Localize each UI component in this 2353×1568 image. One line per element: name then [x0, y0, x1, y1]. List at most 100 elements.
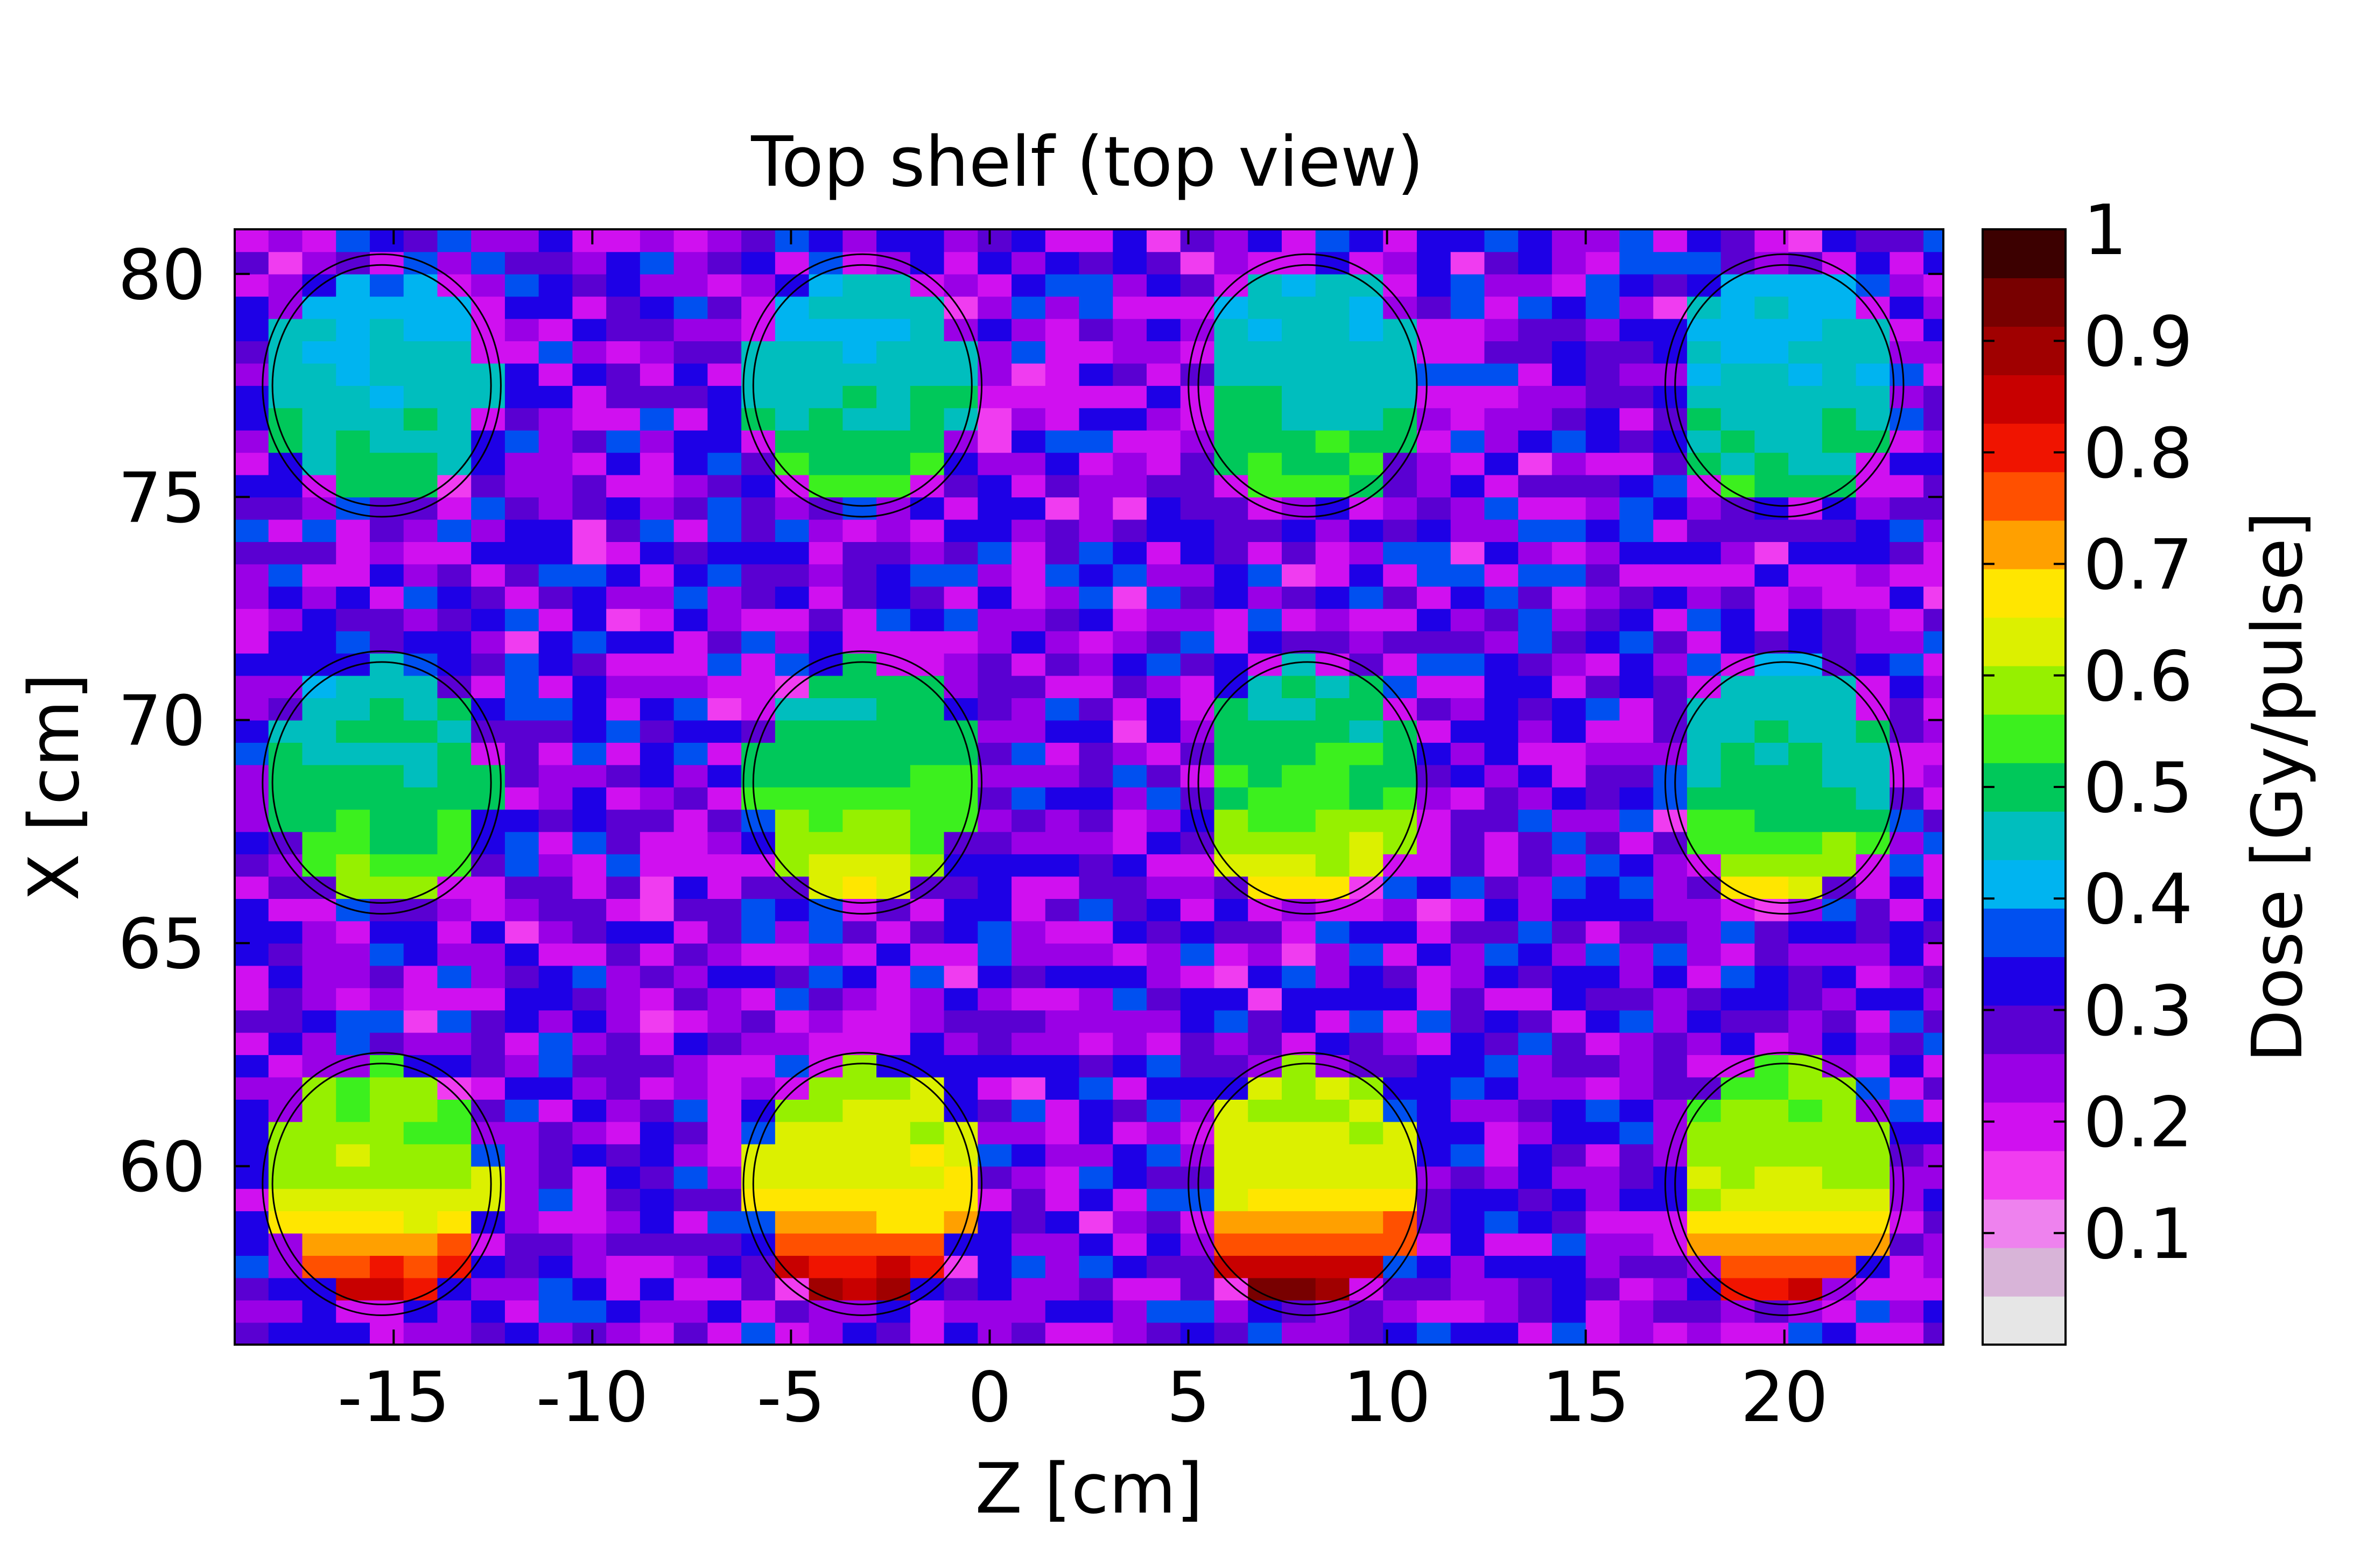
heatmap-cell — [1012, 965, 1046, 988]
heatmap-cell — [1383, 630, 1417, 654]
heatmap-cell — [775, 1032, 810, 1056]
heatmap-cell — [471, 452, 505, 475]
heatmap-cell — [775, 1121, 810, 1144]
heatmap-cell — [1214, 608, 1249, 631]
heatmap-cell — [1653, 1054, 1688, 1078]
heatmap-cell — [1890, 1077, 1924, 1100]
heatmap-cell — [944, 1300, 979, 1323]
heatmap-cell — [842, 1121, 877, 1144]
heatmap-cell — [1687, 1077, 1722, 1100]
heatmap-cell — [1923, 787, 1944, 810]
heatmap-cell — [1383, 809, 1417, 832]
heatmap-cell — [707, 586, 742, 609]
heatmap-cell — [707, 854, 742, 877]
heatmap-cell — [1484, 318, 1519, 341]
heatmap-cell — [707, 1300, 742, 1323]
heatmap-cell — [572, 698, 607, 721]
heatmap-cell — [1484, 920, 1519, 944]
heatmap-cell — [1822, 1322, 1857, 1345]
heatmap-cell — [1248, 1032, 1282, 1056]
heatmap-cell — [1349, 542, 1384, 565]
heatmap-cell — [1012, 341, 1046, 364]
heatmap-cell — [1079, 1277, 1114, 1300]
heatmap-cell — [1079, 497, 1114, 520]
heatmap-cell — [235, 1010, 269, 1033]
heatmap-cell — [1450, 831, 1485, 855]
heatmap-cell — [1045, 876, 1080, 899]
heatmap-cell — [1856, 1099, 1891, 1122]
heatmap-cell — [336, 1322, 370, 1345]
heatmap-cell — [1484, 698, 1519, 721]
heatmap-cell — [369, 1255, 404, 1278]
heatmap-cell — [876, 1144, 911, 1167]
heatmap-cell — [336, 385, 370, 409]
heatmap-cell — [640, 251, 675, 275]
heatmap-cell — [1923, 1166, 1944, 1189]
heatmap-cell — [775, 809, 810, 832]
heatmap-cell — [1248, 787, 1282, 810]
heatmap-cell — [538, 519, 573, 542]
heatmap-cell — [403, 273, 438, 297]
heatmap-cell — [572, 407, 607, 431]
heatmap-cell — [606, 1166, 641, 1189]
colorbar-tick-label: 0.7 — [2083, 525, 2193, 606]
heatmap-cell — [471, 943, 505, 966]
heatmap-cell — [1754, 608, 1789, 631]
heatmap-cell — [1248, 764, 1282, 787]
heatmap-cell — [1012, 1099, 1046, 1122]
heatmap-cell — [369, 787, 404, 810]
heatmap-cell — [1349, 1255, 1384, 1278]
heatmap-cell — [1890, 474, 1924, 498]
heatmap-cell — [775, 965, 810, 988]
heatmap-cell — [707, 1188, 742, 1212]
heatmap-cell — [437, 363, 472, 386]
heatmap-cell — [1518, 497, 1553, 520]
heatmap-cell — [504, 920, 539, 944]
heatmap-cell — [1619, 1322, 1654, 1345]
heatmap-cell — [1214, 854, 1249, 877]
heatmap-cell — [1720, 1277, 1755, 1300]
heatmap-cell — [1214, 987, 1249, 1011]
heatmap-cell — [1890, 809, 1924, 832]
heatmap-cell — [640, 385, 675, 409]
heatmap-cell — [944, 787, 979, 810]
heatmap-cell — [235, 1077, 269, 1100]
heatmap-cell — [1788, 229, 1823, 252]
heatmap-cell — [640, 698, 675, 721]
heatmap-cell — [1484, 1032, 1519, 1056]
heatmap-cell — [268, 1077, 303, 1100]
dish-outline — [1674, 1063, 1895, 1305]
heatmap-cell — [606, 385, 641, 409]
heatmap-cell — [1180, 1255, 1215, 1278]
heatmap-cell — [1822, 586, 1857, 609]
heatmap-cell — [1416, 764, 1451, 787]
heatmap-cell — [1484, 1233, 1519, 1256]
heatmap-cell — [336, 229, 370, 252]
heatmap-cell — [1822, 229, 1857, 252]
heatmap-cell — [673, 318, 708, 341]
heatmap-cell — [1484, 720, 1519, 743]
heatmap-cell — [369, 1277, 404, 1300]
heatmap-cell — [606, 586, 641, 609]
heatmap-cell — [910, 497, 945, 520]
heatmap-cell — [471, 608, 505, 631]
heatmap-cell — [1518, 943, 1553, 966]
heatmap-cell — [268, 764, 303, 787]
heatmap-cell — [369, 831, 404, 855]
heatmap-cell — [741, 965, 776, 988]
heatmap-cell — [1890, 1121, 1924, 1144]
heatmap-cell — [572, 987, 607, 1011]
heatmap-cell — [1113, 296, 1147, 319]
heatmap-cell — [1890, 452, 1924, 475]
heatmap-cell — [1180, 809, 1215, 832]
heatmap-cell — [1450, 698, 1485, 721]
heatmap-cell — [809, 987, 844, 1011]
heatmap-cell — [1923, 1010, 1944, 1033]
heatmap-cell — [1518, 920, 1553, 944]
heatmap-cell — [1113, 653, 1147, 676]
heatmap-cell — [741, 987, 776, 1011]
heatmap-cell — [1079, 675, 1114, 699]
heatmap-cell — [1383, 273, 1417, 297]
colorbar-segment — [1983, 1296, 2066, 1345]
heatmap-cell — [1619, 385, 1654, 409]
